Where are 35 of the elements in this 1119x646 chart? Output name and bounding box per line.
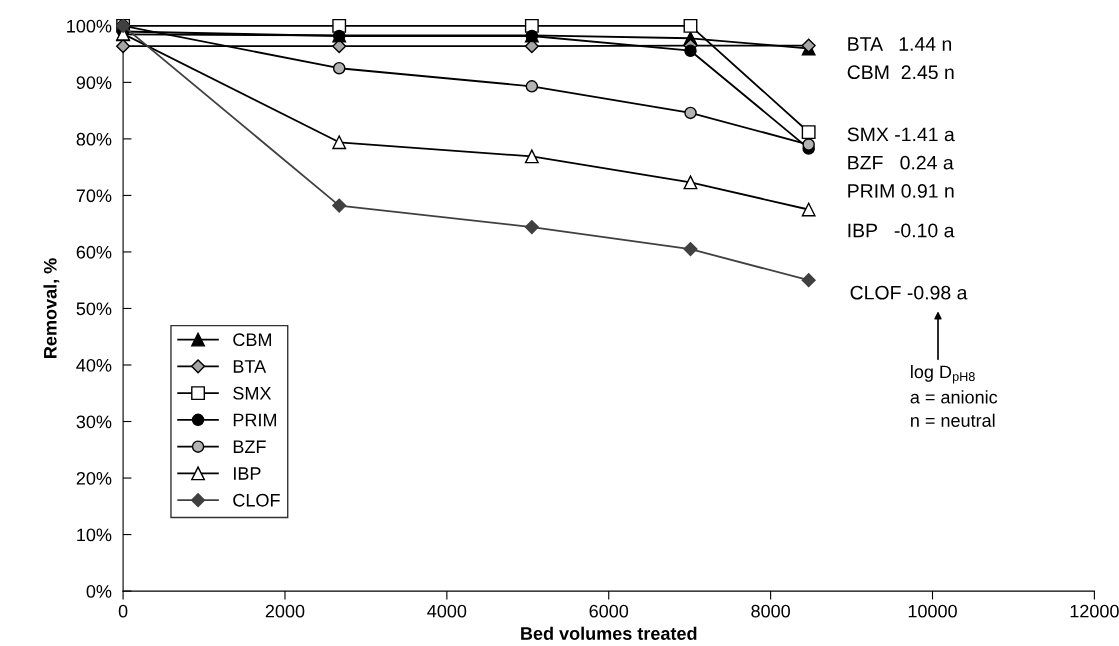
legend-label: BZF <box>233 440 266 453</box>
legend-label: IBP <box>234 467 261 480</box>
x-tick-label: 12000 <box>1070 604 1119 618</box>
annotation: PRIM 0.91 n <box>848 184 954 198</box>
y-axis-title: Removal, % <box>43 258 60 358</box>
legend-label: PRIM <box>233 413 277 427</box>
y-tick-label: 90% <box>76 76 112 90</box>
y-tick-label: 0% <box>86 585 112 598</box>
legend-label: CLOF <box>233 493 280 507</box>
x-tick-label: 6000 <box>589 604 629 618</box>
y-tick-label: 40% <box>76 358 112 372</box>
annotation: IBP -0.10 a <box>848 223 955 238</box>
y-tick-label: 70% <box>76 189 112 203</box>
x-tick-label: 4000 <box>427 604 467 618</box>
y-tick-label: 100% <box>67 19 112 33</box>
annotation: CLOF -0.98 a <box>850 285 968 300</box>
x-tick-label: 0 <box>118 604 128 618</box>
legend-label: SMX <box>233 386 272 400</box>
annotation: log D$_{pH8}$ a = anionic n = neutral <box>910 364 998 427</box>
annotation: BZF 0.24 a <box>848 155 954 170</box>
y-tick-label: 50% <box>76 302 112 316</box>
annotation: SMX -1.41 a <box>847 127 955 142</box>
legend-label: BTA <box>233 360 267 373</box>
x-tick-label: 10000 <box>908 604 957 618</box>
y-tick-label: 30% <box>76 415 112 429</box>
x-tick-label: 2000 <box>265 604 305 618</box>
legend-label: CBM <box>233 333 271 347</box>
x-axis-title: Bed volumes treated <box>521 626 697 640</box>
y-tick-label: 80% <box>76 132 112 146</box>
y-tick-label: 10% <box>77 528 112 542</box>
y-tick-label: 60% <box>76 245 112 259</box>
annotation: BTA 1.44 n <box>848 37 952 51</box>
y-tick-label: 20% <box>76 471 112 485</box>
annotation: CBM 2.45 n <box>847 65 954 80</box>
x-tick-label: 8000 <box>751 604 790 618</box>
